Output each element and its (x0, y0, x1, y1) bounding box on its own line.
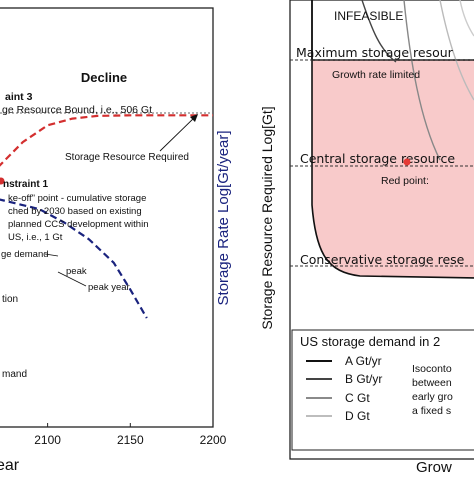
central-storage-label: Central storage resource (300, 151, 455, 166)
x-tick-label-1: 2100 (34, 433, 61, 447)
peak-year-label: peak year (88, 282, 130, 293)
mand-label: mand (2, 369, 27, 380)
left-chart: 2100 2150 2200 Decline aint 3 ge Resource … (0, 7, 227, 474)
left-plot-frame (0, 7, 214, 428)
legend-label-c: C Gt (345, 391, 370, 405)
constraint1-line-1: ke-off" point - cumulative storage (8, 193, 146, 204)
legend-note-3: early gro (412, 391, 453, 403)
storage-required-arrow (159, 115, 197, 152)
constraint1-line-2: ched by 2030 based on existing (8, 206, 142, 217)
constraint1-line-3: planned CCS development within (8, 219, 148, 230)
legend-note-2: between (412, 377, 452, 389)
legend-title: US storage demand in 2 (300, 334, 440, 349)
storage-required-arrowhead (190, 114, 198, 122)
storage-required-label: Storage Resource Required (65, 152, 189, 163)
max-storage-label: Maximum storage resour (296, 45, 454, 60)
series-line-2 (0, 198, 148, 319)
red-point-marker (403, 158, 411, 166)
isocontour-b (403, 0, 441, 161)
conservative-label: Conservative storage rese (300, 252, 465, 267)
storage-demand-arrow (44, 253, 59, 257)
storage-demand-label: ge demand (1, 249, 49, 260)
constraint1-line-4: US, i.e., 1 Gt (8, 232, 63, 243)
infeasible-label: INFEASIBLE (334, 9, 403, 23)
right-chart: Storage Resource Required Log[Gt] INFEAS… (259, 0, 474, 476)
x-tick-label-3: 2200 (200, 433, 227, 447)
isocontour-d (459, 0, 474, 37)
left-ylabel-right: Storage Rate Log[Gt/year] (215, 130, 232, 305)
legend-label-b: B Gt/yr (345, 372, 382, 386)
constraint3-title: aint 3 (5, 91, 33, 103)
left-xlabel: ear (0, 457, 20, 474)
legend-label-d: D Gt (345, 409, 370, 423)
left-chart-title: Decline (81, 70, 127, 85)
growth-limited-label: Growth rate limited (332, 69, 420, 81)
right-ylabel: Storage Resource Required Log[Gt] (259, 106, 275, 329)
isocontour-a (361, 0, 397, 63)
takeoff-point (0, 177, 5, 185)
unlabeled-curve-text: peak (66, 266, 87, 277)
legend-label-a: A Gt/yr (345, 354, 382, 368)
peak-year-arrow (57, 271, 87, 287)
x-tick-label-2: 2150 (117, 433, 144, 447)
tion-label: tion (2, 294, 18, 305)
legend-note-4: a fixed s (412, 405, 451, 417)
legend-note-1: Isoconto (412, 363, 452, 375)
isocontour-c (439, 0, 474, 101)
legend: US storage demand in 2 A Gt/yr B Gt/yr C… (291, 329, 474, 451)
red-point-label: Red point: (381, 175, 429, 187)
right-xlabel: Grow (416, 459, 452, 474)
feasible-region-fill-top (291, 1, 474, 59)
series-line-1 (0, 114, 213, 167)
constraint3-text: ge Resource Bound, i.e., 506 Gt (2, 104, 152, 116)
legend-box (291, 329, 474, 451)
feasible-region (311, 0, 474, 279)
constraint1-title: nstraint 1 (3, 179, 48, 190)
